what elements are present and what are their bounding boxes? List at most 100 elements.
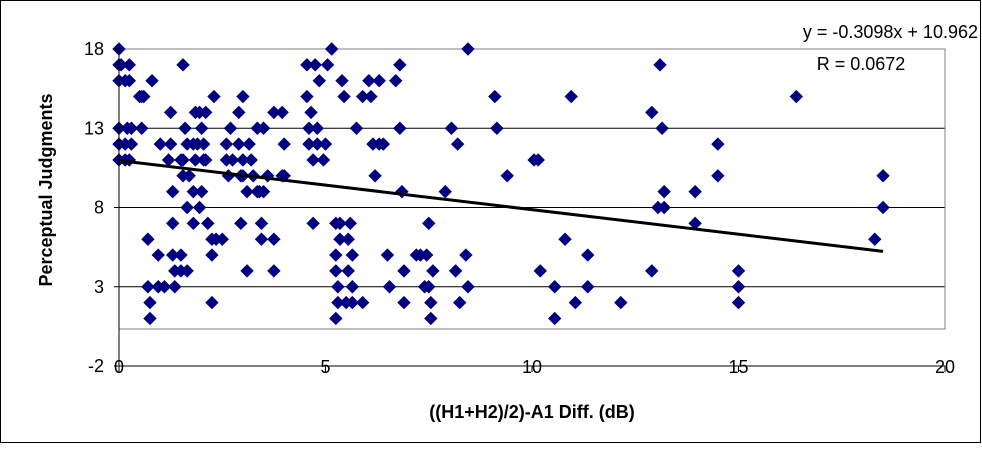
data-point [223, 121, 238, 135]
data-point [137, 89, 151, 104]
data-point [306, 153, 320, 167]
data-point [192, 200, 207, 215]
data-point [645, 264, 659, 278]
data-point [380, 248, 395, 262]
data-point [240, 264, 254, 278]
data-point [244, 153, 258, 167]
data-point [304, 105, 318, 120]
data-point [548, 311, 562, 326]
data-point [165, 184, 180, 199]
data-point [310, 121, 324, 135]
data-point [393, 58, 407, 72]
data-point [219, 137, 234, 151]
data-point [145, 73, 159, 88]
data-point [151, 248, 165, 262]
data-point [199, 105, 213, 120]
data-point [422, 280, 436, 294]
data-point [277, 137, 291, 151]
data-point [316, 153, 331, 167]
data-point [232, 105, 246, 120]
data-point [688, 184, 702, 199]
data-point [196, 137, 211, 151]
data-point [876, 200, 890, 215]
data-point [461, 42, 475, 56]
data-point [329, 264, 343, 278]
data-point [124, 121, 139, 135]
data-point [444, 121, 459, 135]
data-point [459, 248, 473, 262]
data-point [533, 264, 547, 278]
data-point [393, 121, 407, 135]
data-point [240, 184, 254, 199]
data-point [424, 311, 438, 326]
data-point [376, 137, 391, 151]
data-point [153, 137, 168, 151]
data-point [141, 280, 155, 294]
data-point [234, 216, 248, 231]
data-point [426, 264, 440, 278]
data-point [711, 137, 725, 151]
data-point [731, 295, 746, 310]
data-point [568, 295, 583, 310]
data-point [422, 216, 436, 231]
y-tick-label: -2 [88, 356, 104, 376]
x-tick-label: 0 [114, 357, 124, 377]
data-point [242, 137, 256, 151]
data-point [368, 169, 382, 183]
x-tick-label: 10 [522, 357, 542, 377]
data-point [531, 153, 545, 167]
data-point [397, 295, 411, 310]
y-tick-label: 13 [84, 118, 104, 138]
axes: -2 3 8 13 18 0 5 10 15 20 [84, 39, 955, 377]
data-point [194, 184, 209, 199]
data-point [254, 216, 269, 231]
x-tick-label: 5 [320, 357, 330, 377]
data-point [199, 153, 213, 167]
data-point [256, 184, 271, 199]
data-point [194, 121, 209, 135]
data-point [397, 264, 411, 278]
data-point [349, 121, 364, 135]
data-point [490, 121, 504, 135]
data-point [186, 216, 201, 231]
data-point [876, 169, 890, 183]
data-point [201, 216, 215, 231]
data-point [329, 248, 343, 262]
data-point [182, 169, 196, 183]
data-point [448, 264, 463, 278]
data-point [178, 121, 192, 135]
data-point [165, 216, 180, 231]
data-point [500, 169, 514, 183]
x-axis-title: ((H1+H2)/2)-A1 Diff. (dB) [429, 402, 635, 422]
data-point [143, 311, 157, 326]
data-point [424, 295, 438, 310]
data-point [215, 232, 229, 246]
data-point [711, 169, 725, 183]
data-point [345, 295, 360, 310]
data-point [868, 232, 882, 246]
data-point [337, 89, 351, 104]
data-point [488, 89, 502, 104]
data-point [581, 248, 595, 262]
data-points [112, 42, 890, 326]
data-point [341, 232, 355, 246]
data-point [267, 264, 281, 278]
data-point [308, 58, 322, 72]
data-point [143, 295, 157, 310]
data-point [731, 264, 746, 278]
data-point [180, 200, 194, 215]
data-point [205, 295, 219, 310]
data-point [438, 184, 452, 199]
data-point [333, 216, 347, 231]
y-tick-label: 8 [94, 198, 104, 218]
trendline [118, 159, 884, 253]
data-point [614, 295, 628, 310]
data-point [312, 73, 327, 88]
data-point [453, 295, 467, 310]
data-point [372, 73, 386, 88]
data-point [180, 264, 194, 278]
data-point [450, 137, 465, 151]
data-point [320, 58, 335, 72]
